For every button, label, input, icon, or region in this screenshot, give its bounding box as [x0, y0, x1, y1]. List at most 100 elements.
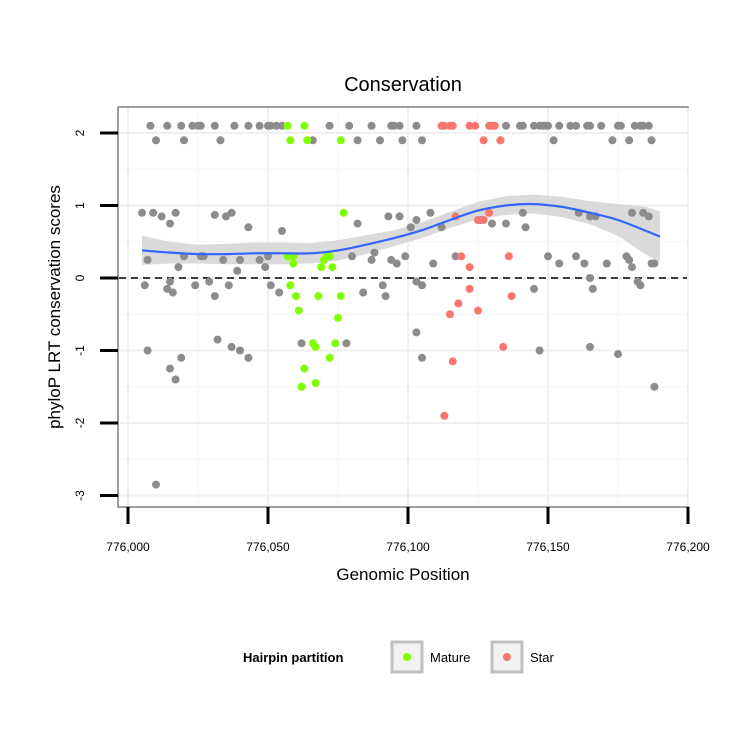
y-tick-label: 2	[73, 129, 87, 136]
point-other	[586, 212, 594, 221]
point-star	[507, 292, 516, 301]
point-other	[266, 121, 275, 130]
point-other	[146, 121, 155, 130]
point-other	[418, 281, 426, 290]
point-other	[580, 259, 589, 268]
point-other	[278, 226, 286, 235]
point-other	[255, 255, 264, 264]
point-other	[227, 208, 236, 217]
point-other	[401, 252, 410, 261]
point-other	[602, 259, 611, 268]
x-tick-label: 776,150	[526, 540, 570, 554]
point-other	[370, 248, 379, 257]
point-other	[345, 121, 354, 130]
point-other	[390, 121, 398, 130]
y-tick-label: -1	[73, 345, 87, 356]
point-other	[157, 212, 166, 221]
legend-entry-mature: Mature	[390, 640, 470, 674]
point-star	[465, 263, 474, 272]
panel-border	[117, 106, 689, 508]
point-other	[518, 208, 527, 217]
point-other	[210, 210, 219, 219]
point-star	[474, 216, 482, 224]
point-other	[213, 335, 222, 344]
x-tick-label: 776,100	[386, 540, 430, 554]
point-other	[174, 263, 183, 272]
point-star	[440, 121, 449, 130]
point-other	[140, 281, 149, 290]
point-star	[490, 121, 499, 130]
point-other	[166, 277, 174, 286]
point-mature	[311, 379, 320, 388]
point-other	[255, 121, 264, 130]
point-other	[616, 121, 625, 130]
y-tick-label: -2	[73, 417, 87, 428]
point-other	[488, 219, 496, 228]
point-mature	[336, 292, 345, 301]
point-star	[454, 299, 463, 308]
point-other	[572, 252, 580, 261]
point-other	[398, 136, 407, 145]
point-other	[630, 121, 639, 130]
point-star	[471, 121, 480, 130]
point-mature	[300, 364, 309, 373]
point-other	[418, 353, 426, 362]
point-other	[530, 121, 538, 130]
point-other	[278, 121, 286, 130]
point-other	[429, 259, 438, 268]
point-other	[412, 328, 421, 337]
point-other	[502, 219, 510, 228]
y-tick-label: 0	[73, 274, 87, 281]
legend: Hairpin partition Mature Star	[243, 640, 555, 674]
point-mature	[294, 306, 303, 315]
plot-panel	[117, 106, 689, 508]
point-other	[233, 266, 242, 275]
point-other	[191, 281, 200, 290]
point-other	[608, 136, 617, 145]
point-mature	[311, 342, 320, 351]
point-other	[152, 480, 160, 489]
chart-title: Conservation	[344, 74, 462, 96]
point-mature	[339, 208, 348, 217]
point-other	[530, 284, 538, 293]
point-mature	[289, 259, 298, 268]
point-other	[196, 121, 205, 130]
legend-entry-star: Star	[490, 640, 555, 674]
point-other	[625, 255, 634, 264]
x-tick-label: 776,000	[106, 540, 150, 554]
point-other	[297, 339, 306, 348]
point-other	[628, 263, 636, 272]
point-mature	[300, 121, 309, 130]
point-mature	[286, 281, 295, 290]
point-mature	[331, 339, 340, 348]
point-other	[650, 382, 659, 391]
point-other	[586, 342, 594, 351]
point-other	[597, 121, 606, 130]
legend-marker-mature	[403, 653, 411, 661]
point-other	[650, 259, 659, 268]
point-other	[166, 219, 174, 228]
point-other	[376, 136, 384, 145]
point-other	[395, 121, 404, 130]
point-mature	[297, 382, 306, 391]
point-other	[644, 121, 653, 130]
y-tick-label: -3	[73, 490, 87, 501]
smooth-confidence-band	[142, 194, 660, 265]
point-other	[418, 136, 426, 145]
y-axis-title: phyloP LRT conservation scores	[45, 185, 64, 429]
point-other	[549, 136, 558, 145]
point-other	[555, 121, 564, 130]
smooth-trend-line	[141, 202, 661, 256]
point-other	[149, 208, 158, 217]
point-mature	[286, 136, 295, 145]
point-other	[406, 223, 415, 232]
point-other	[586, 121, 594, 130]
legend-key-star	[490, 640, 524, 674]
x-tick-label: 776,050	[246, 540, 290, 554]
point-other	[261, 263, 270, 272]
point-star	[457, 252, 466, 261]
point-other	[143, 346, 152, 355]
point-other	[152, 136, 160, 145]
point-other	[544, 252, 552, 261]
point-star	[479, 136, 488, 145]
